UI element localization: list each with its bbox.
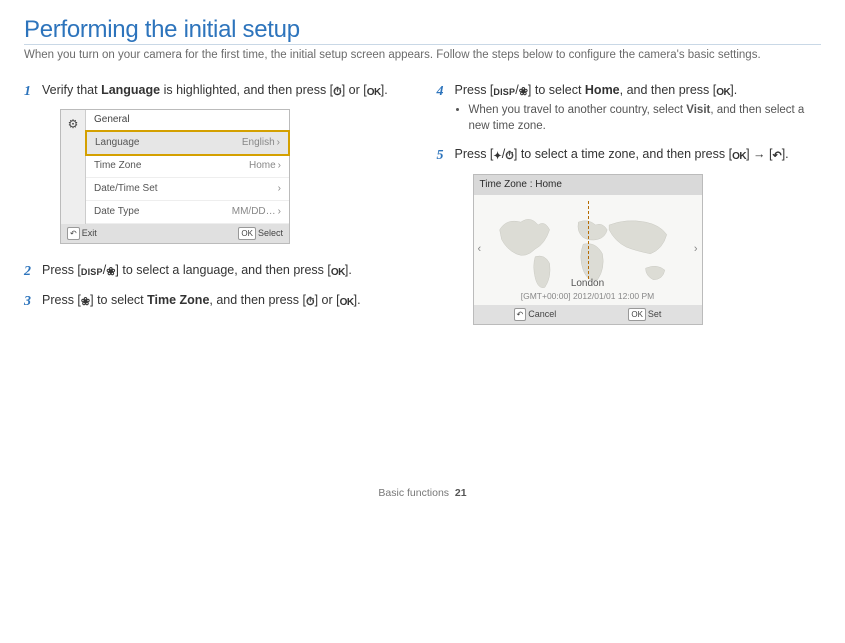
timer-icon	[505, 151, 514, 162]
menu-row-value: English	[242, 137, 275, 148]
map-screenshot: Time Zone : Home ‹	[473, 174, 703, 325]
disp-icon: DISP	[81, 268, 103, 277]
menu-row-datetime: Date/Time Set ›	[86, 178, 289, 201]
map-arrow-left-icon: ‹	[478, 242, 482, 257]
map-footer: ↶Cancel OKSet	[474, 305, 702, 324]
menu-footer: ↶Exit OKSelect	[61, 224, 289, 243]
menu-row-label: Date Type	[94, 205, 139, 219]
menu-footer-exit: Exit	[82, 228, 97, 238]
step4-bullet: When you travel to another country, sele…	[469, 103, 822, 134]
menu-row-label: Time Zone	[94, 159, 141, 173]
chevron-right-icon: ›	[278, 183, 281, 194]
back-icon	[772, 151, 781, 162]
step1-text-e: ].	[381, 83, 388, 97]
page-title: Performing the initial setup	[24, 16, 821, 45]
step2-text-a: Press [	[42, 263, 81, 277]
menu-header: General	[86, 110, 289, 131]
step1-text-a: Verify that	[42, 83, 101, 97]
step5-text-c: ] to select a time zone, and then press …	[514, 147, 732, 161]
right-column: Press [DISP/] to select Home, and then p…	[437, 82, 822, 337]
step4-text-e: , and then press [	[620, 83, 717, 97]
step-4: Press [DISP/] to select Home, and then p…	[437, 82, 822, 135]
footer-section: Basic functions	[378, 487, 449, 499]
macro-icon	[519, 87, 528, 98]
menu-row-label: Language	[95, 136, 140, 150]
step-3: Press [ ] to select Time Zone, and then p…	[24, 292, 409, 310]
map-body: ‹ London	[474, 195, 702, 305]
step3-text-f: ].	[354, 293, 361, 307]
left-column: Verify that Language is highlighted, and…	[24, 82, 409, 337]
step4-text-c: ] to select	[528, 83, 585, 97]
menu-row-value: Home	[249, 160, 276, 171]
chevron-right-icon: ›	[278, 160, 281, 171]
step4-text-f: ].	[730, 83, 737, 97]
page-footer: Basic functions 21	[24, 487, 821, 499]
macro-icon	[81, 297, 90, 308]
intro-text: When you turn on your camera for the fir…	[24, 48, 821, 64]
menu-row-datetype: Date Type MM/DD…›	[86, 201, 289, 224]
step3-text-b: ] to select	[90, 293, 147, 307]
ok-icon: OK	[367, 88, 381, 98]
step5-text-d: ]	[746, 147, 753, 161]
timer-icon	[306, 297, 315, 308]
ok-icon: OK	[340, 298, 354, 308]
step3-text-d: , and then press [	[209, 293, 306, 307]
step3-text-a: Press [	[42, 293, 81, 307]
step1-text-c: is highlighted, and then press [	[160, 83, 333, 97]
map-time-label: [GMT+00:00] 2012/01/01 12:00 PM	[474, 291, 702, 303]
step1-text-d: ] or [	[342, 83, 367, 97]
step-2: Press [DISP/] to select a language, and …	[24, 262, 409, 280]
step4-text-a: Press [	[455, 83, 494, 97]
step2-text-c: ] to select a language, and then press [	[115, 263, 330, 277]
step4-bullet-visit: Visit	[686, 104, 710, 116]
step-5: Press [✦/] to select a time zone, and th…	[437, 146, 822, 325]
menu-row-label: Date/Time Set	[94, 182, 158, 196]
ok-icon: OK	[716, 88, 730, 98]
menu-row-timezone: Time Zone Home›	[86, 155, 289, 178]
map-title: Time Zone : Home	[474, 175, 702, 195]
step-1: Verify that Language is highlighted, and…	[24, 82, 409, 245]
disp-icon: DISP	[493, 88, 515, 97]
timer-icon	[333, 87, 342, 98]
step5-text-f: ].	[782, 147, 789, 161]
flash-icon: ✦	[493, 152, 501, 162]
map-arrow-right-icon: ›	[694, 242, 698, 257]
menu-footer-select: Select	[258, 228, 283, 238]
map-city-label: London	[474, 277, 702, 291]
chevron-right-icon: ›	[278, 206, 281, 217]
step4-bullet-a: When you travel to another country, sele…	[469, 104, 687, 116]
ok-icon: OK	[331, 268, 345, 278]
step1-bold-language: Language	[101, 83, 160, 97]
menu-row-language: Language English›	[85, 130, 290, 156]
back-key-icon: ↶	[514, 308, 527, 321]
menu-row-value: MM/DD…	[232, 206, 276, 217]
ok-icon: OK	[732, 152, 746, 162]
map-footer-cancel: Cancel	[528, 309, 556, 319]
step4-bold-home: Home	[585, 83, 620, 97]
gear-icon: ⚙	[68, 116, 79, 133]
map-footer-set: Set	[648, 309, 662, 319]
ok-key-icon: OK	[238, 227, 256, 240]
step3-bold-timezone: Time Zone	[147, 293, 209, 307]
step2-text-d: ].	[345, 263, 352, 277]
step3-text-e: ] or [	[315, 293, 340, 307]
back-key-icon: ↶	[67, 227, 80, 240]
chevron-right-icon: ›	[277, 137, 280, 148]
menu-screenshot: ⚙ General Language English› Time Zone Ho…	[60, 109, 290, 244]
ok-key-icon: OK	[628, 308, 646, 321]
arrow-right-icon	[753, 147, 766, 161]
columns-wrapper: Verify that Language is highlighted, and…	[24, 82, 821, 337]
menu-sidebar: ⚙	[61, 110, 86, 224]
map-meridian-line	[588, 201, 589, 279]
footer-page-number: 21	[455, 487, 467, 499]
step5-text-a: Press [	[455, 147, 494, 161]
